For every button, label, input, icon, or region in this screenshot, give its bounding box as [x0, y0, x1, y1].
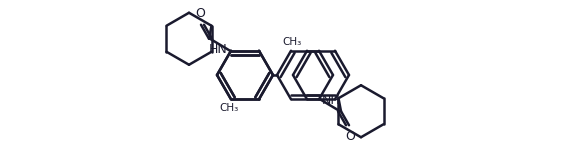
Text: CH₃: CH₃ — [220, 103, 239, 113]
Text: O: O — [345, 130, 355, 143]
Text: CH₃: CH₃ — [282, 37, 302, 47]
Text: HN: HN — [209, 43, 228, 56]
Text: NH: NH — [322, 94, 341, 107]
Text: O: O — [195, 7, 205, 20]
